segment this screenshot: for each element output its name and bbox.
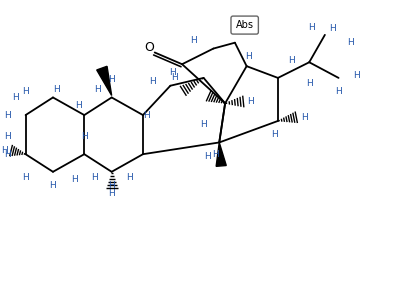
Text: H: H (245, 52, 252, 61)
Text: H: H (247, 97, 254, 106)
FancyBboxPatch shape (231, 16, 258, 34)
Text: Abs: Abs (236, 20, 254, 30)
Polygon shape (97, 66, 112, 96)
Text: H: H (1, 146, 8, 155)
Text: H: H (347, 38, 354, 47)
Text: H: H (306, 79, 312, 88)
Text: H: H (301, 112, 308, 121)
Text: H: H (75, 101, 82, 110)
Text: H: H (308, 22, 314, 31)
Text: H: H (108, 75, 115, 84)
Text: H: H (169, 67, 176, 76)
Text: H: H (22, 87, 29, 96)
Text: H: H (12, 93, 19, 102)
Text: H: H (50, 181, 56, 190)
Text: H: H (126, 173, 133, 182)
Text: H: H (288, 56, 295, 65)
Text: H: H (108, 181, 115, 190)
Polygon shape (216, 142, 226, 166)
Text: H: H (71, 175, 78, 184)
Text: H: H (149, 77, 156, 86)
Text: H: H (108, 189, 115, 198)
Text: H: H (171, 73, 178, 82)
Text: H: H (212, 150, 219, 159)
Text: H: H (353, 71, 360, 80)
Text: H: H (200, 120, 207, 129)
Text: H: H (5, 110, 11, 120)
Text: H: H (143, 110, 150, 120)
Text: H: H (335, 87, 342, 96)
Text: H: H (53, 85, 60, 94)
Text: H: H (270, 130, 277, 139)
Text: H: H (95, 85, 101, 94)
Text: H: H (22, 173, 29, 182)
Text: H: H (81, 132, 88, 141)
Text: H: H (91, 173, 97, 182)
Text: H: H (329, 24, 336, 33)
Text: O: O (144, 41, 154, 54)
Text: H: H (5, 132, 11, 141)
Text: H: H (204, 152, 211, 161)
Text: H: H (190, 36, 197, 45)
Text: H: H (5, 150, 11, 159)
